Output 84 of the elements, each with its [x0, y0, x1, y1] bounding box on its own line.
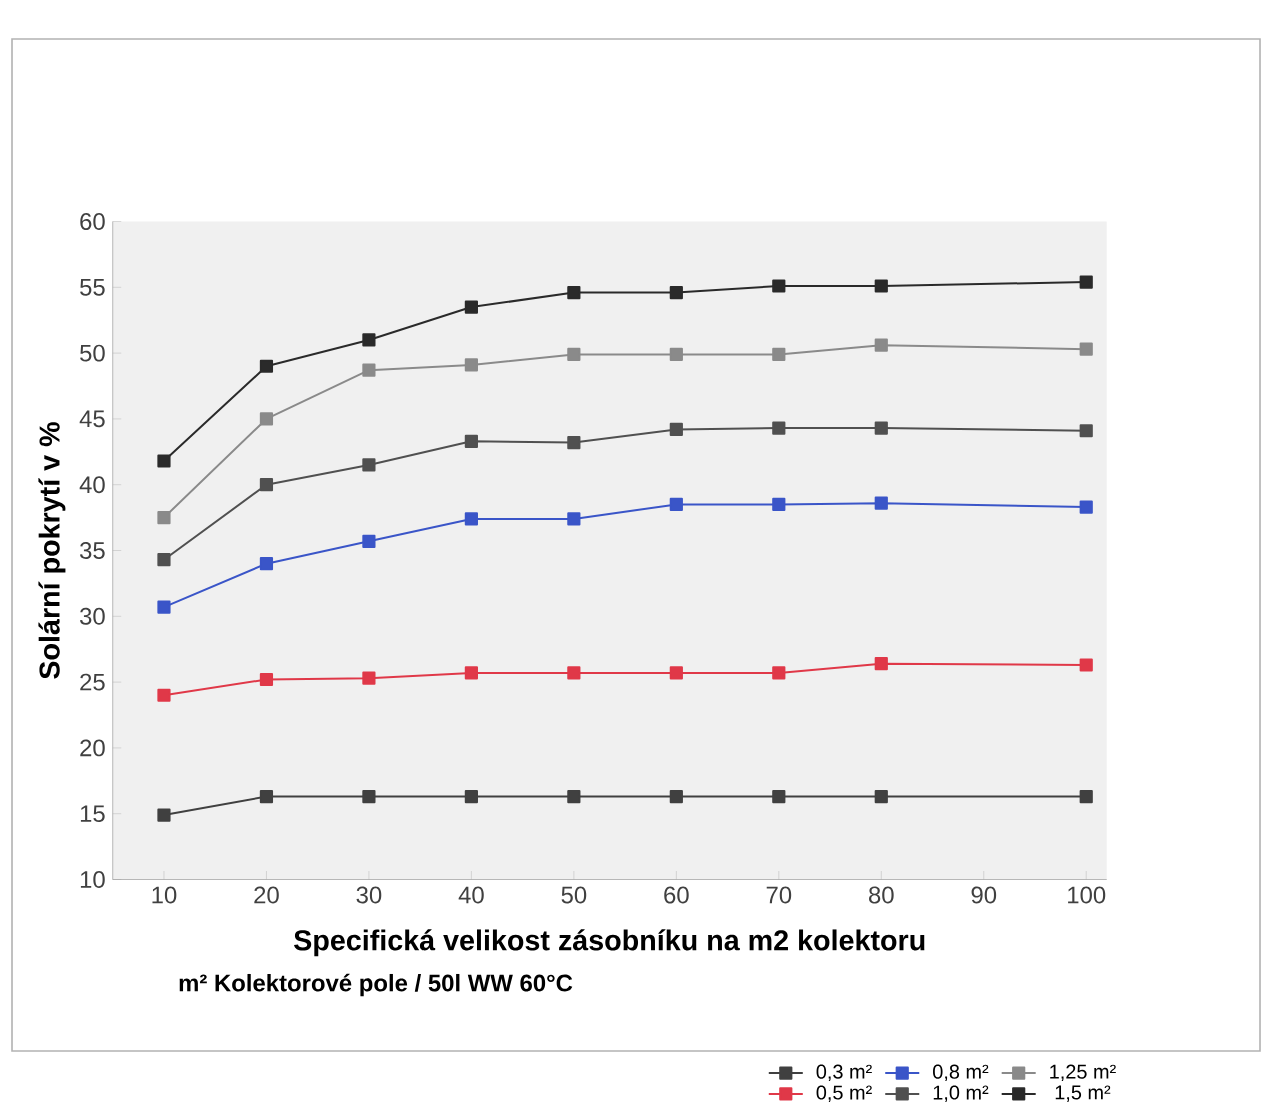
point	[669, 666, 683, 680]
point	[259, 789, 274, 804]
point	[157, 510, 171, 525]
legend-label: 0,8 m²	[933, 1064, 989, 1081]
point	[1079, 789, 1093, 804]
point	[259, 556, 274, 571]
y-tick-label: 60	[80, 212, 105, 230]
point	[669, 422, 683, 436]
x-tick-label: 80	[869, 886, 894, 904]
point	[874, 279, 888, 293]
point	[259, 477, 274, 492]
legend-label: 0,3 m²	[816, 1064, 872, 1081]
point	[874, 496, 888, 510]
y-tick-label: 20	[80, 739, 105, 757]
point	[464, 512, 478, 526]
y-tick-label: 45	[79, 410, 105, 428]
x-tick-label: 30	[356, 886, 382, 904]
point	[362, 789, 376, 804]
x-tick-label: 20	[254, 886, 279, 904]
point	[567, 347, 581, 361]
point	[259, 672, 274, 686]
point	[772, 279, 786, 293]
legend-title: m² Kolektorové pole / 50l WW 60°C	[179, 973, 573, 997]
point	[1079, 500, 1093, 514]
point	[464, 358, 478, 372]
point	[669, 347, 683, 361]
point	[464, 434, 478, 448]
point	[157, 454, 171, 468]
point	[874, 421, 888, 435]
x-tick-label: 60	[664, 886, 689, 904]
point	[362, 458, 376, 472]
point	[874, 338, 888, 352]
point	[157, 808, 171, 822]
point	[157, 600, 171, 614]
point	[464, 789, 478, 804]
x-tick-label: 70	[766, 886, 792, 904]
y-tick-label: 40	[79, 476, 105, 493]
point	[362, 671, 376, 685]
y-tick-label: 15	[80, 805, 105, 822]
x-tick-label: 50	[561, 886, 587, 904]
point	[669, 789, 683, 804]
point	[362, 333, 376, 347]
x-axis-title: Specifická velikost zásobníku na m2 kolektoru	[294, 929, 925, 956]
point	[259, 359, 274, 373]
point	[567, 789, 581, 804]
point	[157, 688, 171, 702]
point	[567, 285, 581, 299]
point	[259, 412, 274, 426]
x-tick-label: 100	[1068, 886, 1106, 904]
point	[874, 656, 888, 671]
legend-label: 0,5 m²	[816, 1085, 872, 1102]
point	[567, 512, 581, 526]
point	[772, 666, 786, 680]
y-axis-title: Solární pokrytí v %	[38, 421, 66, 679]
legend-label: 1,5 m²	[1055, 1085, 1111, 1102]
y-tick-label: 30	[80, 607, 105, 625]
x-tick-label: 10	[152, 886, 177, 904]
point	[1079, 342, 1093, 356]
point	[567, 435, 581, 450]
y-tick-label: 10	[80, 870, 105, 888]
x-tick-label: 90	[971, 886, 997, 904]
point	[567, 666, 581, 680]
y-tick-label: 50	[80, 344, 105, 362]
point	[772, 347, 786, 361]
point	[874, 789, 888, 804]
point	[464, 666, 478, 680]
point	[669, 497, 683, 511]
y-tick-label: 55	[80, 278, 105, 296]
legend-label: 1,0 m²	[933, 1085, 989, 1102]
point	[772, 421, 786, 435]
point	[669, 285, 683, 299]
point	[362, 363, 376, 377]
legend-label: 1,25 m²	[1050, 1064, 1116, 1081]
point	[157, 552, 171, 567]
point	[1079, 658, 1093, 672]
y-tick-label: 35	[80, 541, 105, 559]
point	[362, 534, 376, 548]
point	[772, 497, 786, 511]
x-tick-label: 40	[458, 886, 484, 904]
y-tick-label: 25	[80, 673, 105, 691]
point	[1079, 275, 1093, 289]
point	[464, 300, 478, 314]
point	[772, 789, 786, 804]
point	[1079, 423, 1093, 438]
